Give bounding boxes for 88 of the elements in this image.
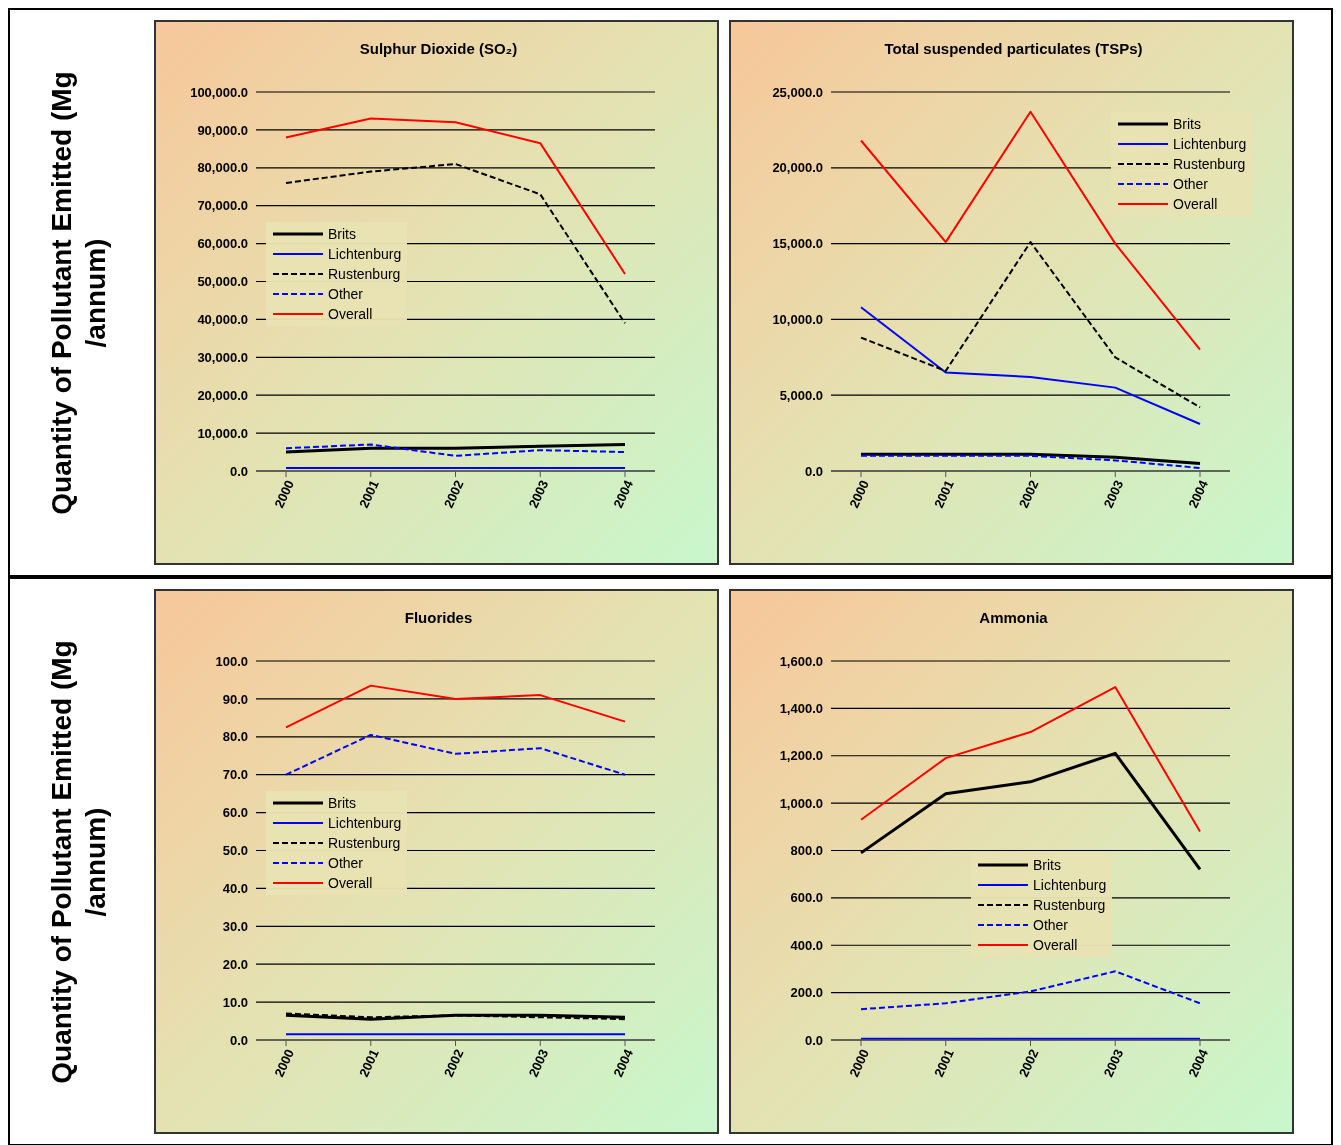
y-tick-label: 20,000.0 xyxy=(772,160,823,176)
y-tick-label: 0.0 xyxy=(229,1032,248,1048)
line-series xyxy=(860,970,1201,1011)
legend-label: Overall xyxy=(328,305,373,324)
y-tick-label: 30.0 xyxy=(222,918,248,934)
chart-title: Total suspended particulates (TSPs) xyxy=(883,40,1144,57)
y-tick-label: 90.0 xyxy=(222,691,248,707)
legend-label: Brits xyxy=(328,794,356,813)
x-tick-label: 2001 xyxy=(931,1046,957,1080)
x-tick-label: 2002 xyxy=(1015,477,1042,511)
y-tick-label: 0.0 xyxy=(229,463,248,479)
y-tick-label: 800.0 xyxy=(790,843,823,859)
legend-label: Overall xyxy=(328,874,373,893)
y-tick-label: 1,200.0 xyxy=(779,748,823,764)
x-tick-label: 2002 xyxy=(440,1046,467,1080)
x-tick-label: 2003 xyxy=(525,1046,552,1080)
y-tick-label: 40.0 xyxy=(222,881,248,897)
line-series xyxy=(285,733,626,776)
y-tick-label: 20.0 xyxy=(222,956,248,972)
y-tick-label: 20,000.0 xyxy=(197,387,248,403)
y-tick-label: 60.0 xyxy=(222,805,248,821)
y-tick-label: 10.0 xyxy=(222,994,248,1010)
x-tick-label: 2001 xyxy=(356,1046,382,1080)
chart-title: Sulphur Dioxide (SO₂) xyxy=(358,40,519,57)
x-tick-label: 2000 xyxy=(846,477,873,511)
legend-label: Brits xyxy=(328,225,356,244)
x-tick-label: 2002 xyxy=(440,477,467,511)
legend-label: Rustenburg xyxy=(328,834,401,853)
x-tick-label: 2004 xyxy=(610,1046,637,1080)
x-tick-label: 2004 xyxy=(1185,1046,1212,1080)
x-tick-label: 2001 xyxy=(931,477,957,511)
y-tick-label: 60,000.0 xyxy=(197,236,248,252)
y-tick-label: 600.0 xyxy=(790,890,823,906)
y-tick-label: 5,000.0 xyxy=(779,387,823,403)
y-tick-label: 200.0 xyxy=(790,985,823,1001)
y-tick-label: 100,000.0 xyxy=(190,84,248,100)
y-tick-label: 10,000.0 xyxy=(772,312,823,328)
y-tick-label: 100.0 xyxy=(215,653,248,669)
x-tick-label: 2004 xyxy=(610,477,637,511)
y-tick-label: 1,600.0 xyxy=(779,653,823,669)
y-tick-label: 15,000.0 xyxy=(772,236,823,252)
y-tick-label: 0.0 xyxy=(804,1032,823,1048)
legend-label: Lichtenburg xyxy=(328,245,402,264)
chart-title: Fluorides xyxy=(403,609,474,626)
x-tick-label: 2003 xyxy=(525,477,552,511)
legend-label: Rustenburg xyxy=(1033,896,1106,915)
x-tick-label: 2000 xyxy=(846,1046,873,1080)
y-tick-label: 40,000.0 xyxy=(197,312,248,328)
legend-label: Lichtenburg xyxy=(1033,876,1107,895)
y-tick-label: 1,400.0 xyxy=(779,700,823,716)
legend-label: Brits xyxy=(1033,856,1061,875)
y-tick-label: 70,000.0 xyxy=(197,198,248,214)
legend-label: Other xyxy=(1173,175,1209,194)
legend-label: Other xyxy=(328,285,364,304)
x-tick-label: 2003 xyxy=(1100,1046,1127,1080)
y-axis-title: Quantity of Pollutant Emitted (Mg /annum) xyxy=(44,638,112,1086)
y-tick-label: 50.0 xyxy=(222,843,248,859)
chart-title: Ammonia xyxy=(978,609,1049,626)
legend-label: Overall xyxy=(1173,195,1218,214)
y-tick-label: 1,000.0 xyxy=(779,795,823,811)
y-tick-label: 80,000.0 xyxy=(197,160,248,176)
y-tick-label: 90,000.0 xyxy=(197,122,248,138)
x-tick-label: 2004 xyxy=(1185,477,1212,511)
line-series xyxy=(285,684,626,729)
y-tick-label: 50,000.0 xyxy=(197,274,248,290)
x-tick-label: 2001 xyxy=(356,477,382,511)
x-tick-label: 2000 xyxy=(271,477,298,511)
line-series xyxy=(860,306,1201,425)
legend-label: Lichtenburg xyxy=(328,814,402,833)
legend-label: Lichtenburg xyxy=(1173,135,1247,154)
y-tick-label: 400.0 xyxy=(790,937,823,953)
y-tick-label: 70.0 xyxy=(222,767,248,783)
legend-label: Other xyxy=(328,854,364,873)
legend-label: Rustenburg xyxy=(328,265,401,284)
legend-label: Overall xyxy=(1033,936,1078,955)
y-tick-label: 30,000.0 xyxy=(197,349,248,365)
legend-label: Brits xyxy=(1173,115,1201,134)
legend-label: Rustenburg xyxy=(1173,155,1246,174)
x-tick-label: 2000 xyxy=(271,1046,298,1080)
x-tick-label: 2003 xyxy=(1100,477,1127,511)
y-tick-label: 0.0 xyxy=(804,463,823,479)
y-tick-label: 25,000.0 xyxy=(772,84,823,100)
legend-label: Other xyxy=(1033,916,1069,935)
y-tick-label: 10,000.0 xyxy=(197,425,248,441)
y-axis-title: Quantity of Pollutant Emitted (Mg /annum) xyxy=(44,69,112,517)
y-tick-label: 80.0 xyxy=(222,729,248,745)
line-series xyxy=(860,686,1201,833)
x-tick-label: 2002 xyxy=(1015,1046,1042,1080)
